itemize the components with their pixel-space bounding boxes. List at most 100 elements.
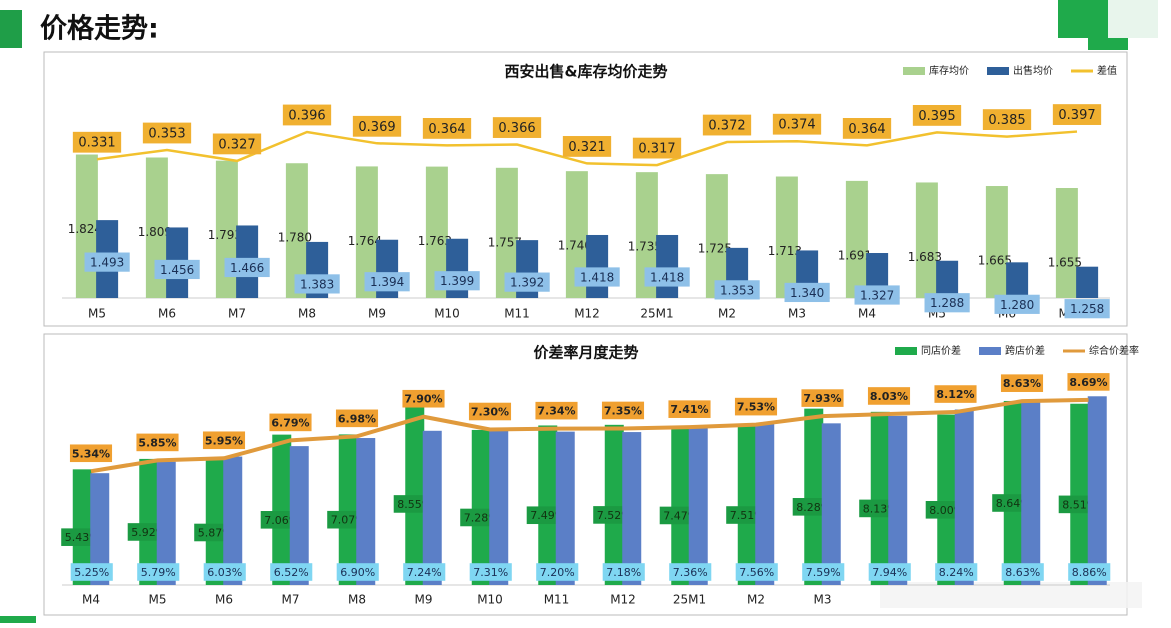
- data-label: 1.824: [68, 222, 102, 236]
- x-tick-label: M2: [747, 593, 765, 607]
- bar: [845, 180, 868, 298]
- label-box: [714, 280, 760, 300]
- data-label: 1.683: [908, 250, 942, 264]
- label-box: [422, 118, 472, 139]
- data-label: 1.764: [348, 234, 382, 248]
- label-box: [335, 409, 379, 428]
- data-label: 0.317: [638, 142, 675, 157]
- data-label: 5.25%: [74, 566, 109, 579]
- label-box: [202, 431, 246, 450]
- bar: [937, 414, 957, 585]
- data-label: 1.399: [440, 274, 474, 288]
- label-box: [1067, 373, 1110, 391]
- label-box: [352, 115, 402, 137]
- bar: [405, 402, 425, 585]
- label-box: [1052, 104, 1102, 125]
- data-label: 1.353: [720, 283, 754, 297]
- decoration: [0, 616, 36, 623]
- label-box: [504, 272, 550, 292]
- legend-label: 同店价差: [921, 344, 961, 357]
- data-label: 8.24%: [939, 566, 974, 579]
- bar: [604, 424, 624, 585]
- data-label: 1.288: [930, 296, 964, 310]
- label-box: [1000, 374, 1044, 392]
- data-label: 0.374: [778, 118, 815, 133]
- data-label: 7.41%: [670, 403, 708, 416]
- label-box: [270, 563, 313, 581]
- bar: [205, 459, 225, 585]
- label-box: [772, 113, 822, 135]
- data-label: 8.63%: [1005, 566, 1040, 579]
- bar: [356, 438, 376, 585]
- data-label: 6.79%: [271, 416, 309, 429]
- data-label: 0.369: [358, 120, 395, 135]
- label-box: [735, 563, 778, 581]
- label-box: [269, 413, 312, 432]
- label-box: [632, 137, 682, 159]
- label-box: [994, 294, 1040, 314]
- label-box: [562, 136, 612, 157]
- bar: [656, 234, 679, 298]
- label-box: [912, 105, 962, 126]
- bar: [285, 163, 308, 298]
- bar: [635, 172, 658, 298]
- data-label: 8.86%: [1072, 566, 1107, 579]
- x-tick-label: M10: [477, 593, 503, 607]
- data-label: 1.383: [300, 277, 334, 291]
- label-box: [868, 563, 911, 581]
- title-accent: [0, 10, 22, 48]
- label-box: [469, 563, 512, 581]
- bar: [804, 408, 824, 585]
- data-label: 1.725: [698, 242, 732, 256]
- x-tick-label: M8: [348, 593, 366, 607]
- x-tick-label: M5: [149, 593, 167, 607]
- data-label: 1.456: [160, 263, 194, 277]
- label-box: [644, 267, 690, 287]
- x-tick-label: M7: [282, 593, 300, 607]
- bar: [705, 174, 728, 298]
- data-label: 1.735: [628, 240, 662, 254]
- label-box: [1001, 563, 1044, 581]
- data-label: 5.85%: [138, 436, 176, 449]
- x-tick-label: M6: [215, 593, 233, 607]
- data-label: 7.53%: [737, 401, 775, 414]
- x-tick-label: M12: [610, 593, 636, 607]
- legend-label: 库存均价: [929, 64, 969, 77]
- bar: [223, 456, 243, 585]
- bar: [737, 425, 757, 585]
- data-label: 1.793: [208, 228, 242, 242]
- bar: [272, 434, 292, 585]
- label-box: [203, 563, 246, 581]
- data-label: 7.59%: [806, 566, 841, 579]
- x-tick-label: M4: [82, 593, 100, 607]
- bar: [775, 176, 798, 298]
- bar: [1006, 262, 1029, 298]
- data-label: 0.372: [708, 119, 745, 134]
- x-tick-label: M11: [544, 593, 570, 607]
- data-label: 7.20%: [540, 566, 575, 579]
- label-box: [403, 563, 446, 581]
- legend-label: 跨店价差: [1005, 344, 1045, 357]
- bar: [565, 171, 588, 298]
- bar: [954, 409, 974, 585]
- data-label: 1.280: [1000, 298, 1034, 312]
- bar: [688, 428, 708, 585]
- bar: [495, 167, 518, 298]
- line: [90, 397, 1089, 474]
- label-box: [137, 563, 180, 581]
- data-label: 8.69%: [1069, 376, 1107, 389]
- x-tick-label: M2: [718, 307, 736, 321]
- data-label: 1.655: [1048, 256, 1082, 270]
- chart-title: 价差率月度走势: [533, 344, 638, 362]
- page-title: 价格走势:: [40, 14, 159, 45]
- bar: [985, 186, 1008, 298]
- bar: [289, 446, 309, 585]
- label-box: [802, 563, 845, 581]
- data-label: 1.740: [558, 239, 592, 253]
- bar: [90, 473, 110, 585]
- data-label: 1.418: [580, 270, 614, 284]
- data-label: 8.03%: [870, 390, 908, 403]
- bar: [870, 411, 890, 585]
- data-label: 7.30%: [471, 406, 509, 419]
